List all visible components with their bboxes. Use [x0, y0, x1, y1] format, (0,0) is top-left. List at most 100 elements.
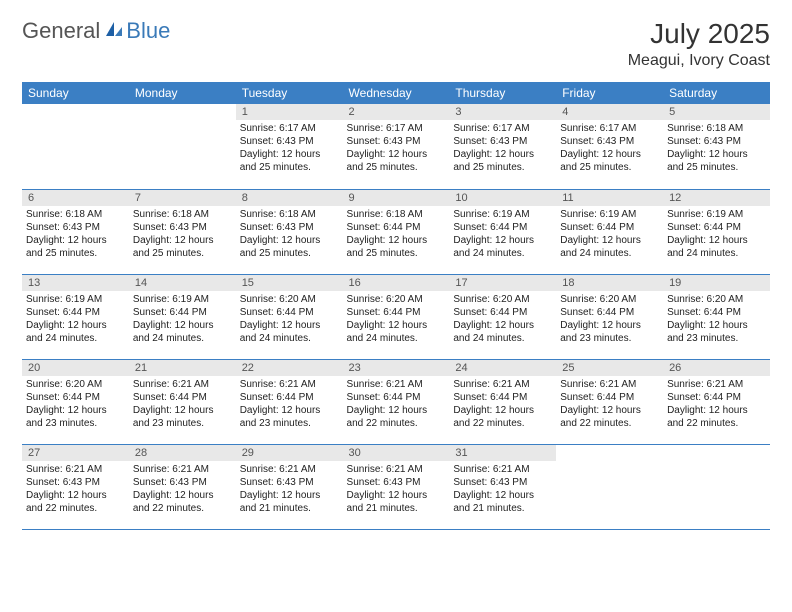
daylight-text: and 23 minutes.	[560, 332, 659, 345]
daylight-text: and 24 minutes.	[26, 332, 125, 345]
logo: General Blue	[22, 18, 170, 44]
calendar-day-cell: 29Sunrise: 6:21 AMSunset: 6:43 PMDayligh…	[236, 444, 343, 529]
sunrise-text: Sunrise: 6:20 AM	[560, 293, 659, 306]
daylight-text: and 25 minutes.	[240, 161, 339, 174]
daylight-text: and 21 minutes.	[453, 502, 552, 515]
sunrise-text: Sunrise: 6:19 AM	[453, 208, 552, 221]
sunrise-text: Sunrise: 6:20 AM	[240, 293, 339, 306]
daylight-text: and 25 minutes.	[667, 161, 766, 174]
day-number: 6	[22, 190, 129, 206]
day-number: 4	[556, 104, 663, 120]
calendar-week-row: 6Sunrise: 6:18 AMSunset: 6:43 PMDaylight…	[22, 189, 770, 274]
day-number: 10	[449, 190, 556, 206]
sunrise-text: Sunrise: 6:21 AM	[240, 463, 339, 476]
sunset-text: Sunset: 6:44 PM	[667, 391, 766, 404]
day-number: 20	[22, 360, 129, 376]
calendar-day-cell: 14Sunrise: 6:19 AMSunset: 6:44 PMDayligh…	[129, 274, 236, 359]
sunset-text: Sunset: 6:44 PM	[560, 391, 659, 404]
day-number: 11	[556, 190, 663, 206]
calendar-week-row: 13Sunrise: 6:19 AMSunset: 6:44 PMDayligh…	[22, 274, 770, 359]
day-number: 13	[22, 275, 129, 291]
daylight-text: Daylight: 12 hours	[133, 319, 232, 332]
day-details: Sunrise: 6:21 AMSunset: 6:43 PMDaylight:…	[129, 461, 236, 519]
weekday-header-row: Sunday Monday Tuesday Wednesday Thursday…	[22, 82, 770, 104]
day-details: Sunrise: 6:21 AMSunset: 6:44 PMDaylight:…	[556, 376, 663, 434]
daylight-text: Daylight: 12 hours	[560, 234, 659, 247]
day-details: Sunrise: 6:20 AMSunset: 6:44 PMDaylight:…	[449, 291, 556, 349]
sunset-text: Sunset: 6:43 PM	[667, 135, 766, 148]
calendar-day-cell: 1Sunrise: 6:17 AMSunset: 6:43 PMDaylight…	[236, 104, 343, 189]
daylight-text: and 24 minutes.	[347, 332, 446, 345]
sunrise-text: Sunrise: 6:20 AM	[453, 293, 552, 306]
weekday-header: Friday	[556, 82, 663, 104]
daylight-text: and 23 minutes.	[667, 332, 766, 345]
day-details: Sunrise: 6:19 AMSunset: 6:44 PMDaylight:…	[663, 206, 770, 264]
day-details: Sunrise: 6:20 AMSunset: 6:44 PMDaylight:…	[343, 291, 450, 349]
sunrise-text: Sunrise: 6:21 AM	[347, 463, 446, 476]
calendar-day-cell: 4Sunrise: 6:17 AMSunset: 6:43 PMDaylight…	[556, 104, 663, 189]
weekday-header: Monday	[129, 82, 236, 104]
daylight-text: and 25 minutes.	[240, 247, 339, 260]
calendar-day-cell: 9Sunrise: 6:18 AMSunset: 6:44 PMDaylight…	[343, 189, 450, 274]
sunrise-text: Sunrise: 6:17 AM	[347, 122, 446, 135]
sunset-text: Sunset: 6:44 PM	[26, 391, 125, 404]
sunset-text: Sunset: 6:43 PM	[133, 476, 232, 489]
daylight-text: and 25 minutes.	[560, 161, 659, 174]
calendar-day-cell: 10Sunrise: 6:19 AMSunset: 6:44 PMDayligh…	[449, 189, 556, 274]
day-number: 3	[449, 104, 556, 120]
calendar-day-cell: 21Sunrise: 6:21 AMSunset: 6:44 PMDayligh…	[129, 359, 236, 444]
daylight-text: Daylight: 12 hours	[560, 148, 659, 161]
sunset-text: Sunset: 6:43 PM	[347, 135, 446, 148]
daylight-text: and 22 minutes.	[26, 502, 125, 515]
calendar-day-cell: 7Sunrise: 6:18 AMSunset: 6:43 PMDaylight…	[129, 189, 236, 274]
sunset-text: Sunset: 6:43 PM	[240, 135, 339, 148]
daylight-text: Daylight: 12 hours	[26, 404, 125, 417]
calendar-day-cell	[22, 104, 129, 189]
sunrise-text: Sunrise: 6:18 AM	[133, 208, 232, 221]
day-details: Sunrise: 6:17 AMSunset: 6:43 PMDaylight:…	[556, 120, 663, 178]
day-details: Sunrise: 6:21 AMSunset: 6:44 PMDaylight:…	[449, 376, 556, 434]
calendar-week-row: 1Sunrise: 6:17 AMSunset: 6:43 PMDaylight…	[22, 104, 770, 189]
daylight-text: Daylight: 12 hours	[667, 404, 766, 417]
daylight-text: and 23 minutes.	[133, 417, 232, 430]
sunset-text: Sunset: 6:43 PM	[560, 135, 659, 148]
day-details: Sunrise: 6:21 AMSunset: 6:43 PMDaylight:…	[449, 461, 556, 519]
sunrise-text: Sunrise: 6:20 AM	[347, 293, 446, 306]
daylight-text: and 24 minutes.	[667, 247, 766, 260]
calendar-day-cell: 15Sunrise: 6:20 AMSunset: 6:44 PMDayligh…	[236, 274, 343, 359]
sunset-text: Sunset: 6:44 PM	[347, 306, 446, 319]
day-number: 19	[663, 275, 770, 291]
calendar-table: Sunday Monday Tuesday Wednesday Thursday…	[22, 82, 770, 530]
weekday-header: Tuesday	[236, 82, 343, 104]
daylight-text: Daylight: 12 hours	[240, 148, 339, 161]
calendar-day-cell: 18Sunrise: 6:20 AMSunset: 6:44 PMDayligh…	[556, 274, 663, 359]
daylight-text: Daylight: 12 hours	[347, 234, 446, 247]
calendar-day-cell: 22Sunrise: 6:21 AMSunset: 6:44 PMDayligh…	[236, 359, 343, 444]
daylight-text: Daylight: 12 hours	[667, 148, 766, 161]
day-details: Sunrise: 6:21 AMSunset: 6:43 PMDaylight:…	[236, 461, 343, 519]
sunrise-text: Sunrise: 6:19 AM	[560, 208, 659, 221]
daylight-text: Daylight: 12 hours	[560, 319, 659, 332]
sunset-text: Sunset: 6:44 PM	[347, 391, 446, 404]
daylight-text: and 23 minutes.	[240, 417, 339, 430]
day-number: 1	[236, 104, 343, 120]
weekday-header: Sunday	[22, 82, 129, 104]
day-number: 24	[449, 360, 556, 376]
day-number: 8	[236, 190, 343, 206]
day-number: 16	[343, 275, 450, 291]
calendar-day-cell: 25Sunrise: 6:21 AMSunset: 6:44 PMDayligh…	[556, 359, 663, 444]
calendar-day-cell	[663, 444, 770, 529]
daylight-text: Daylight: 12 hours	[667, 319, 766, 332]
daylight-text: Daylight: 12 hours	[26, 234, 125, 247]
sunset-text: Sunset: 6:44 PM	[453, 306, 552, 319]
calendar-day-cell: 8Sunrise: 6:18 AMSunset: 6:43 PMDaylight…	[236, 189, 343, 274]
daylight-text: Daylight: 12 hours	[347, 489, 446, 502]
logo-text-blue: Blue	[126, 18, 170, 44]
calendar-day-cell: 24Sunrise: 6:21 AMSunset: 6:44 PMDayligh…	[449, 359, 556, 444]
day-number: 7	[129, 190, 236, 206]
day-number: 9	[343, 190, 450, 206]
daylight-text: Daylight: 12 hours	[26, 319, 125, 332]
daylight-text: Daylight: 12 hours	[560, 404, 659, 417]
day-details: Sunrise: 6:19 AMSunset: 6:44 PMDaylight:…	[129, 291, 236, 349]
daylight-text: Daylight: 12 hours	[240, 404, 339, 417]
